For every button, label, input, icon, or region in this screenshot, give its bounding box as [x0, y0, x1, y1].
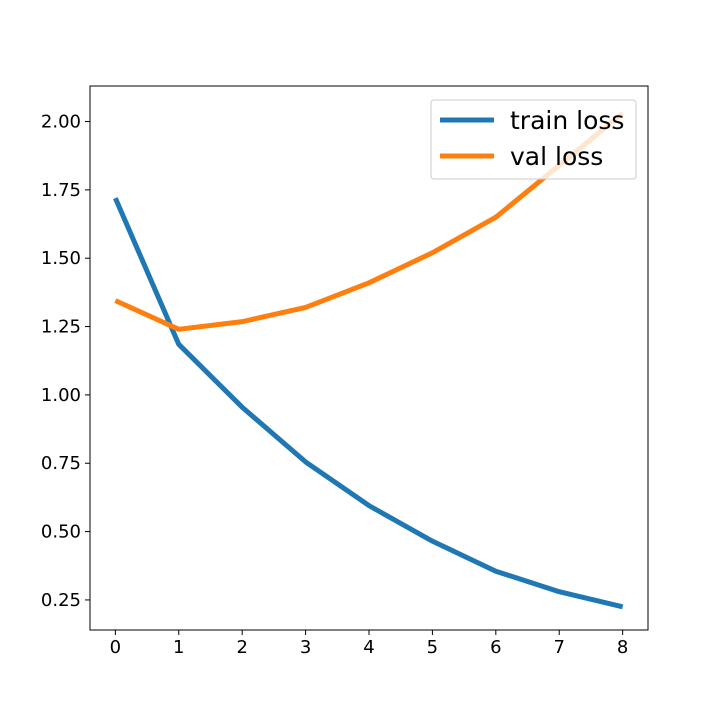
- y-tick-label: 1.25: [41, 317, 81, 338]
- series-layer: [113, 111, 625, 610]
- y-tick-label: 0.50: [41, 522, 81, 543]
- legend: train loss val loss: [430, 99, 637, 180]
- x-tick-label: 2: [236, 637, 247, 658]
- y-tick-label: 2.00: [41, 112, 81, 133]
- series-line-val-loss: [114, 111, 625, 332]
- series-line-train-loss: [113, 197, 624, 610]
- x-tick-label: 7: [554, 637, 565, 658]
- legend-label: train loss: [510, 106, 624, 135]
- y-tick-label: 0.75: [41, 453, 81, 474]
- x-tick-label: 8: [617, 637, 628, 658]
- legend-label: val loss: [510, 142, 603, 171]
- y-tick-label: 0.25: [41, 590, 81, 611]
- y-tick-label: 1.00: [41, 385, 81, 406]
- y-axis: 0.25 0.50 0.75 1.00 1.25 1.50 1.75 2.00: [41, 112, 90, 611]
- x-tick-label: 3: [300, 637, 311, 658]
- x-tick-label: 5: [427, 637, 438, 658]
- x-tick-label: 0: [110, 637, 121, 658]
- x-axis: 0 1 2 3 4 5 6 7 8: [110, 630, 628, 658]
- x-tick-label: 1: [173, 637, 184, 658]
- y-tick-label: 1.50: [41, 248, 81, 269]
- y-tick-label: 1.75: [41, 180, 81, 201]
- x-tick-label: 6: [490, 637, 501, 658]
- x-tick-label: 4: [363, 637, 374, 658]
